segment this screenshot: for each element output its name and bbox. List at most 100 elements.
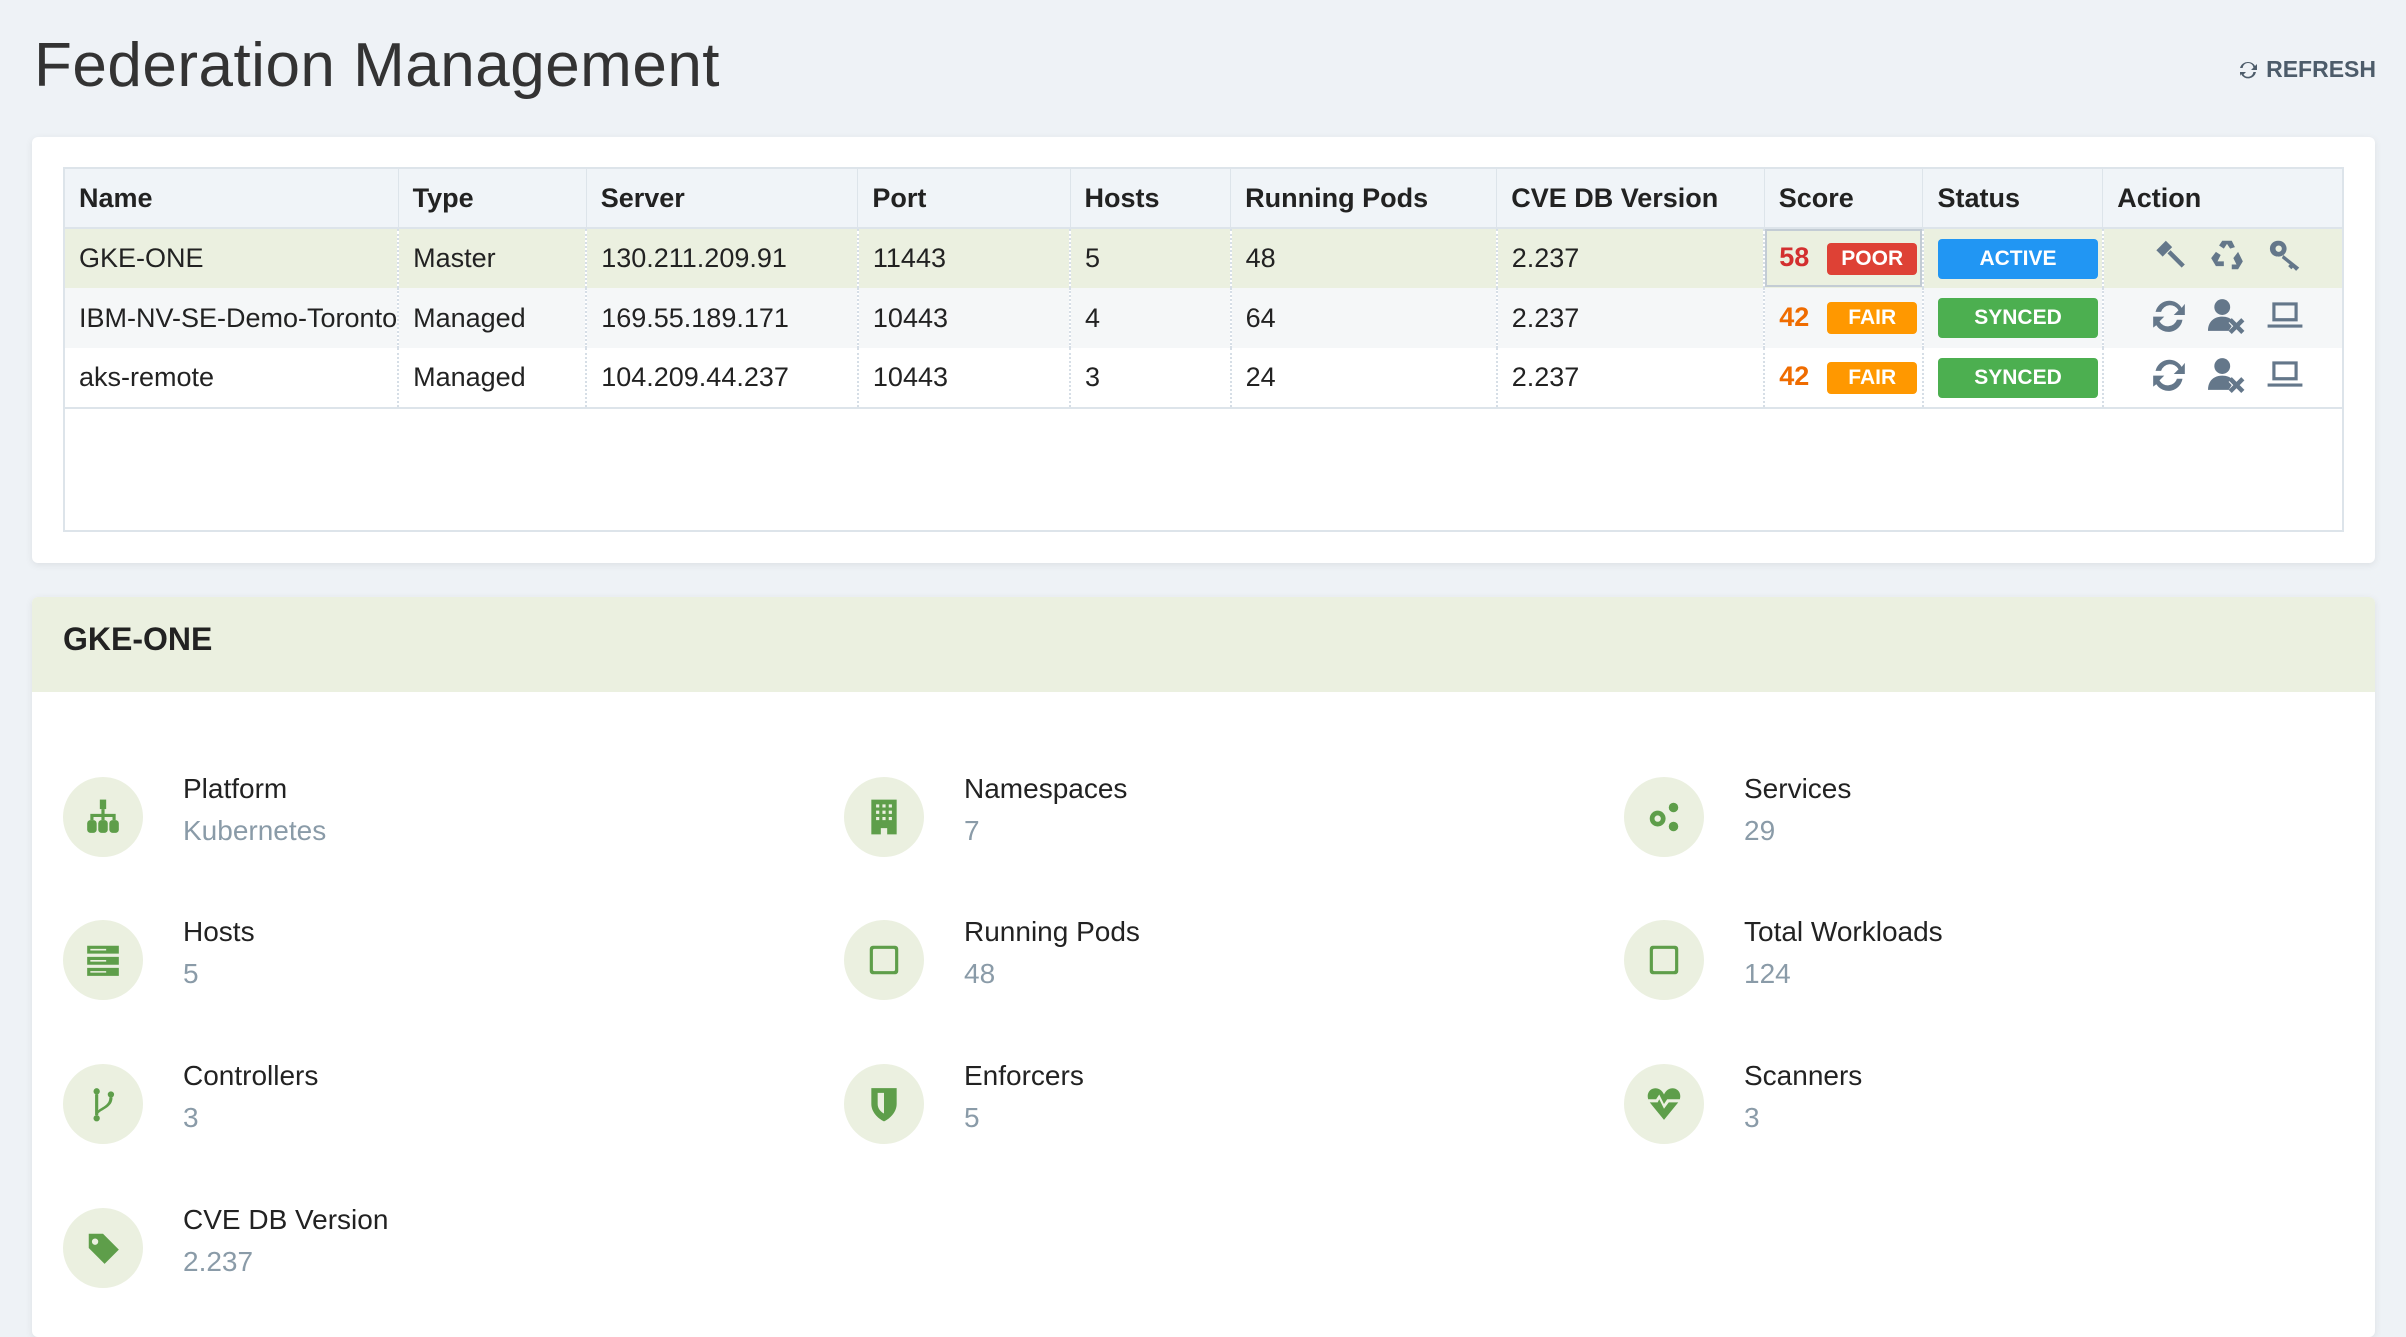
- federation-table-card: Name Type Server Port Hosts Running Pods CVE D…: [32, 137, 2375, 563]
- detail-label: CVE DB Version: [183, 1204, 389, 1235]
- sitemap-icon: [87, 799, 119, 833]
- column-header[interactable]: Score: [1764, 168, 1924, 229]
- table-row[interactable]: IBM-NV-SE-Demo-Toronto Managed 169.55.189.…: [64, 288, 2345, 348]
- user-remove-button[interactable]: [2207, 296, 2246, 341]
- icon-badge: [1624, 777, 1704, 857]
- column-header[interactable]: Port: [857, 168, 1071, 229]
- page-title: Federation Management: [34, 31, 721, 100]
- column-header[interactable]: Hosts: [1070, 168, 1232, 229]
- detail-item: Enforcers 5: [844, 1060, 1544, 1154]
- square-icon: [869, 945, 899, 975]
- column-header[interactable]: Status: [1922, 168, 2104, 229]
- icon-badge: [844, 920, 924, 1000]
- detail-item: Controllers 3: [63, 1060, 763, 1154]
- laptop-button[interactable]: [2266, 296, 2304, 341]
- laptop-icon: [2267, 361, 2303, 387]
- sync-button[interactable]: [2150, 296, 2188, 341]
- detail-label: Hosts: [183, 916, 255, 947]
- branch-icon: [93, 1088, 115, 1122]
- cell-port: 10443: [857, 288, 1072, 348]
- score-value: 42: [1779, 301, 1810, 332]
- status-badge: SYNCED: [1937, 298, 2098, 338]
- column-header[interactable]: Action: [2102, 168, 2344, 229]
- detail-label: Total Workloads: [1744, 916, 1943, 947]
- icon-badge: [63, 777, 143, 857]
- detail-value: 5: [183, 958, 199, 989]
- cell-type: Managed: [398, 348, 588, 408]
- tag-icon: [88, 1233, 119, 1264]
- detail-item: Hosts 5: [63, 916, 763, 1010]
- gavel-button[interactable]: [2150, 236, 2188, 281]
- icon-badge: [63, 1064, 143, 1144]
- cell-type: Master: [398, 228, 588, 288]
- detail-label: Platform: [183, 773, 288, 804]
- user-remove-button[interactable]: [2207, 355, 2246, 400]
- rating-badge: POOR: [1827, 242, 1918, 275]
- detail-item: Running Pods 48: [844, 916, 1544, 1010]
- refresh-button[interactable]: REFRESH: [2236, 56, 2376, 83]
- clusters-table: Name Type Server Port Hosts Running Pods CVE D…: [63, 167, 2345, 409]
- detail-label: Controllers: [183, 1060, 319, 1091]
- icon-badge: [63, 920, 143, 1000]
- cell-name: IBM-NV-SE-Demo-Toronto: [64, 288, 400, 348]
- sync-icon: [2240, 61, 2258, 78]
- cell-status: SYNCED: [1922, 288, 2104, 348]
- cell-action: [2102, 288, 2345, 348]
- cell-type: Managed: [398, 288, 588, 348]
- square-icon: [1649, 945, 1679, 975]
- detail-item: Namespaces 7: [844, 773, 1544, 867]
- recycle-button[interactable]: [2208, 236, 2246, 281]
- cell-status: ACTIVE: [1922, 228, 2104, 288]
- cell-pods: 64: [1230, 288, 1498, 348]
- column-header[interactable]: Running Pods: [1230, 168, 1498, 229]
- icon-badge: [1624, 920, 1704, 1000]
- gears-icon: [1649, 802, 1679, 832]
- cell-cve: 2.237: [1496, 228, 1766, 288]
- score-value: 42: [1779, 361, 1810, 392]
- user-remove-icon: [2207, 298, 2245, 334]
- table-row[interactable]: GKE-ONE Master 130.211.209.91 11443 5 48 2.237…: [64, 228, 2345, 288]
- key-button[interactable]: [2266, 236, 2304, 281]
- server-icon: [87, 945, 119, 976]
- cell-pods: 24: [1230, 348, 1498, 408]
- cell-score: 42 FAIR: [1764, 348, 1924, 408]
- column-header[interactable]: Server: [586, 168, 859, 229]
- cell-port: 11443: [857, 228, 1072, 288]
- detail-value: 3: [1744, 1102, 1760, 1133]
- cell-server: 169.55.189.171: [586, 288, 859, 348]
- icon-badge: [1624, 1064, 1704, 1144]
- detail-item: CVE DB Version 2.237: [63, 1204, 763, 1298]
- detail-item: Scanners 3: [1624, 1060, 2324, 1154]
- cell-score: 58 POOR: [1764, 228, 1924, 288]
- detail-value: 2.237: [183, 1246, 254, 1277]
- rating-badge: FAIR: [1827, 302, 1918, 335]
- detail-value: 7: [964, 815, 980, 846]
- cell-server: 104.209.44.237: [586, 348, 859, 408]
- detail-value: 29: [1744, 815, 1776, 846]
- column-header[interactable]: Name: [64, 168, 399, 229]
- table-row[interactable]: aks-remote Managed 104.209.44.237 10443 3 24 2…: [64, 348, 2345, 408]
- shield-icon: [871, 1088, 897, 1122]
- cluster-detail-card: GKE-ONE Platform Kubernetes Namespaces 7 Ser…: [32, 597, 2375, 1337]
- column-header[interactable]: CVE DB Version: [1496, 168, 1765, 229]
- rating-badge: FAIR: [1827, 361, 1918, 394]
- cell-name: GKE-ONE: [64, 228, 400, 288]
- cell-score: 42 FAIR: [1764, 288, 1924, 348]
- sync-button[interactable]: [2150, 355, 2188, 400]
- heartbeat-icon: [1647, 1088, 1681, 1120]
- laptop-icon: [2267, 301, 2303, 328]
- cell-server: 130.211.209.91: [586, 228, 859, 288]
- detail-value: 124: [1744, 958, 1791, 989]
- cell-pods: 48: [1230, 228, 1498, 288]
- column-header[interactable]: Type: [398, 168, 587, 229]
- detail-item: Services 29: [1624, 773, 2324, 867]
- cell-port: 10443: [857, 348, 1072, 408]
- icon-badge: [844, 777, 924, 857]
- cell-cve: 2.237: [1496, 288, 1766, 348]
- sync-icon: [2152, 300, 2185, 332]
- cell-action: [2102, 348, 2345, 408]
- building-icon: [871, 799, 897, 835]
- laptop-button[interactable]: [2266, 355, 2304, 400]
- cell-hosts: 3: [1070, 348, 1232, 408]
- cell-status: SYNCED: [1922, 348, 2104, 408]
